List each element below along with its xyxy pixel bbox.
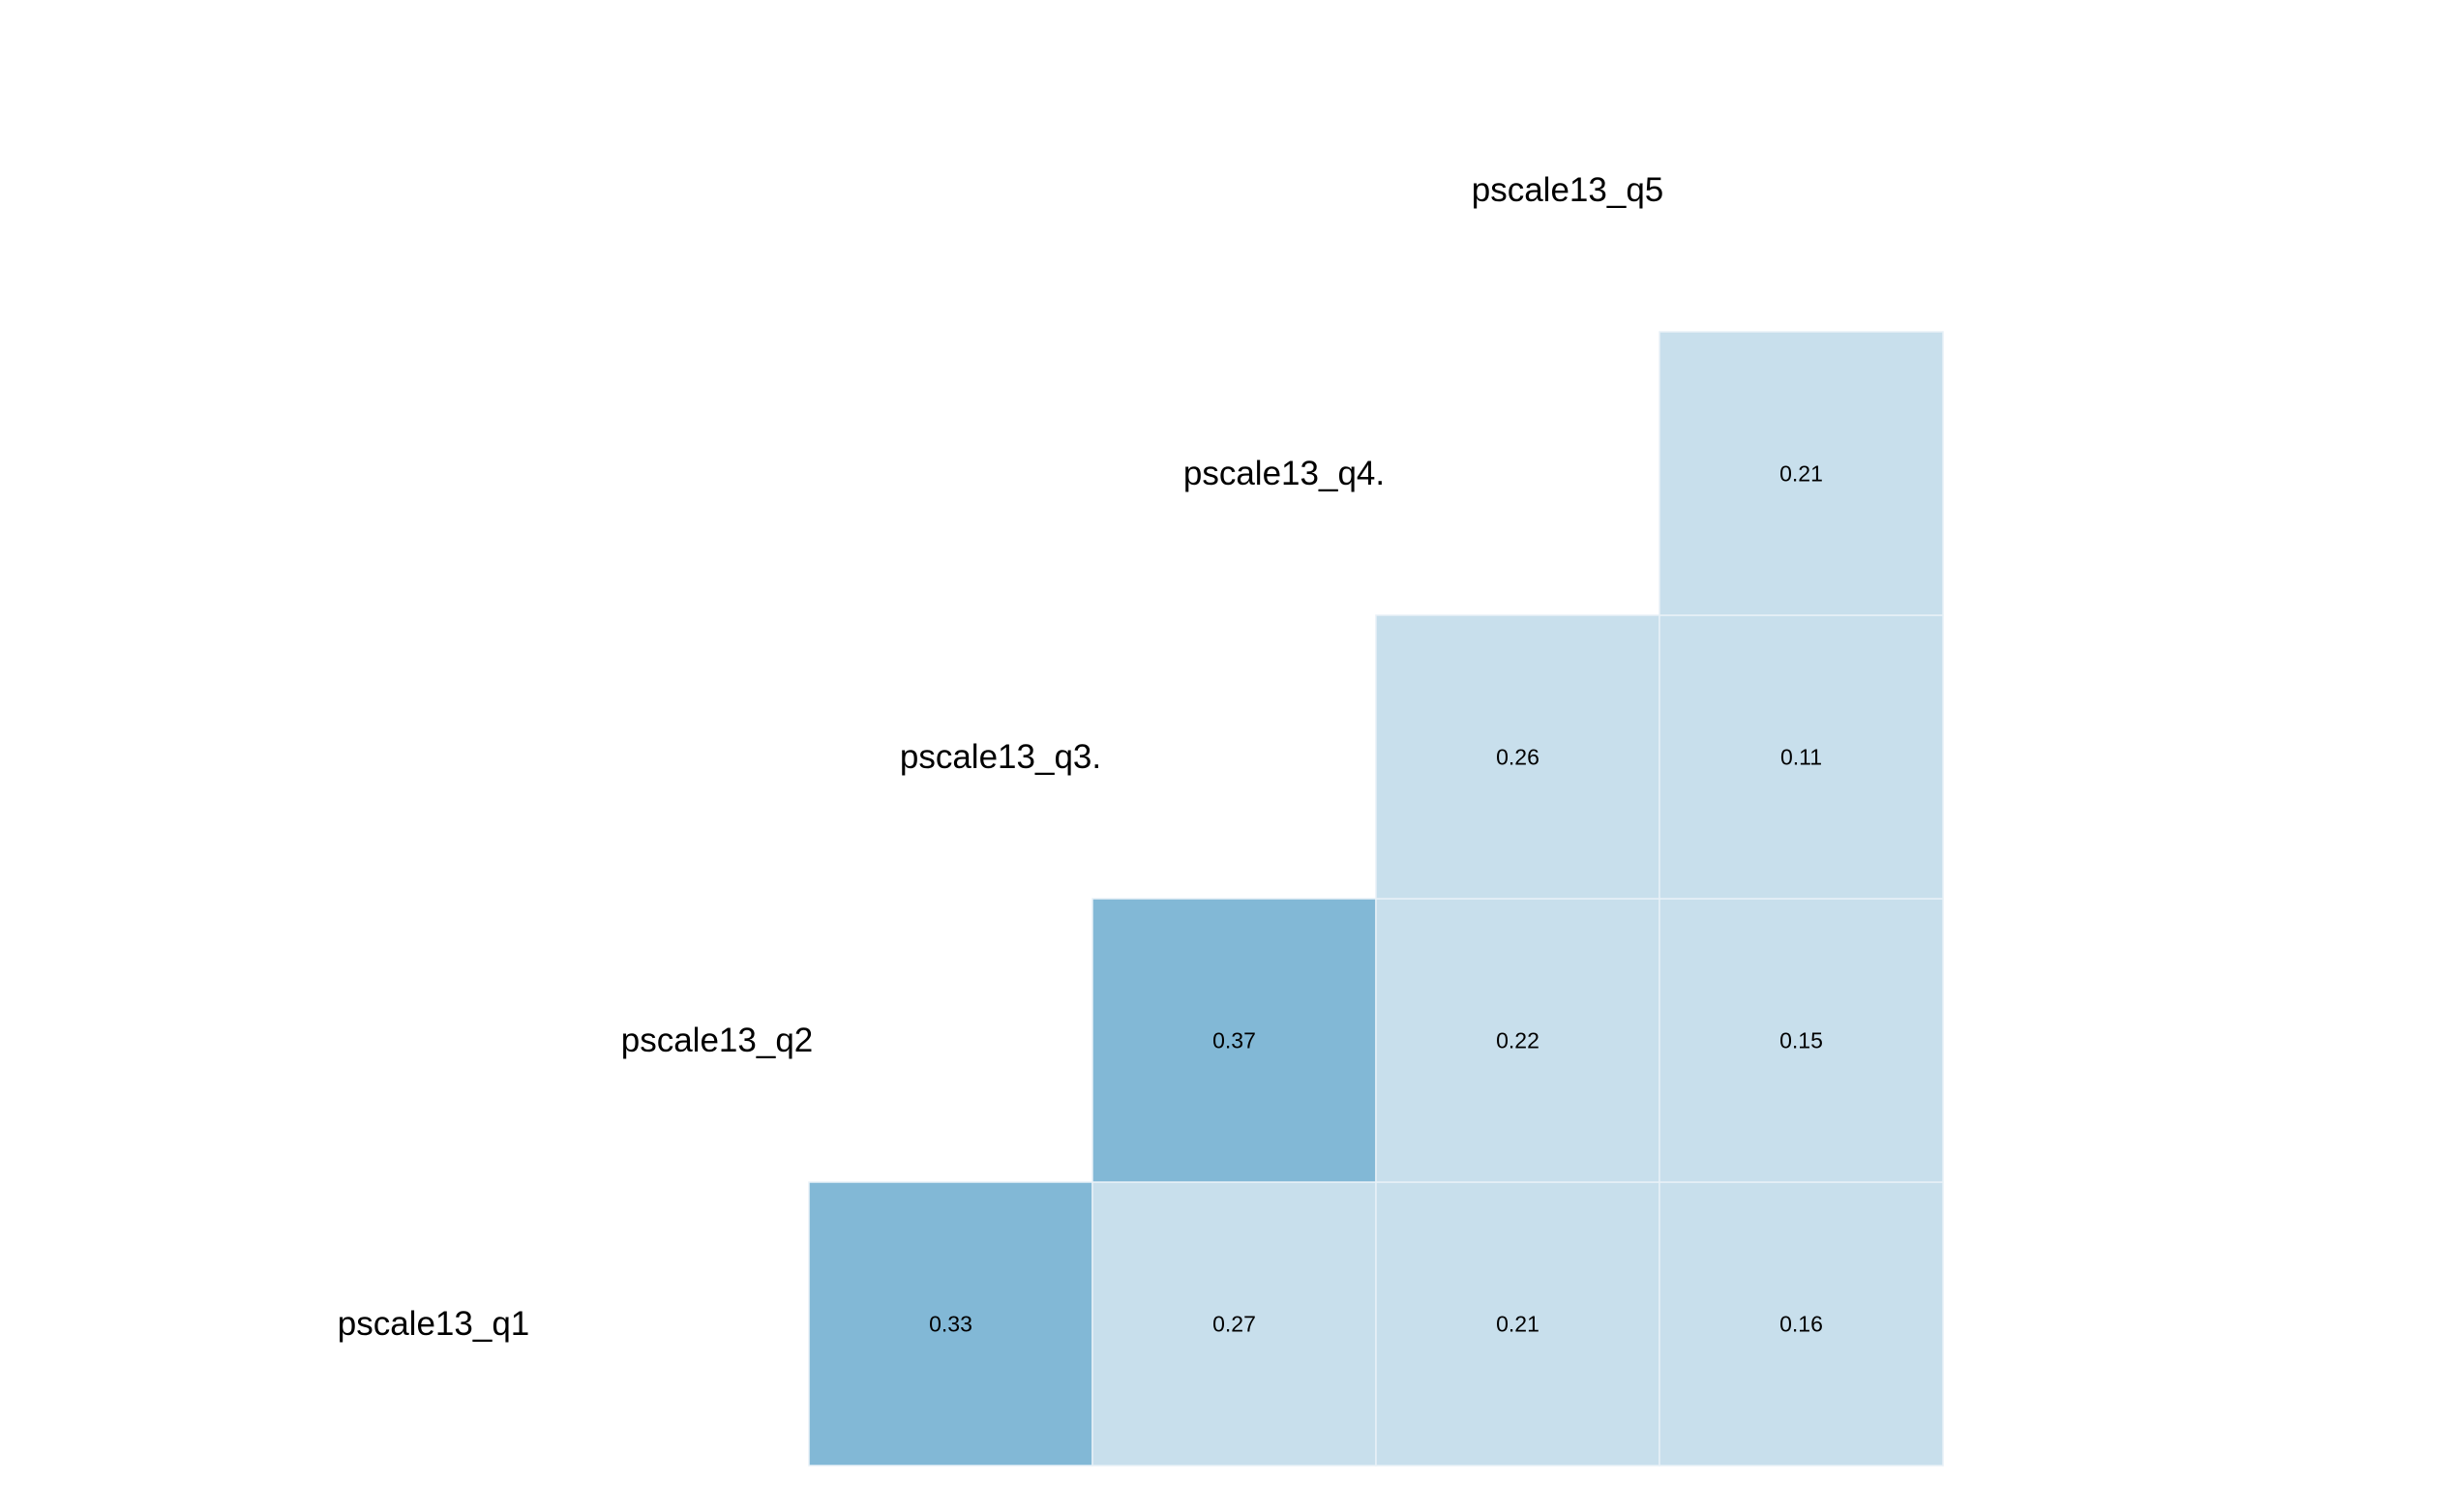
variable-label-pscale13-q3: pscale13_q3. — [900, 738, 1101, 776]
heatmap-cell-value: 0.16 — [1779, 1312, 1823, 1337]
heatmap-cell-value: 0.33 — [929, 1312, 972, 1337]
heatmap-cell-value: 0.15 — [1779, 1028, 1823, 1053]
heatmap-cell-pscale13-q3-pscale13-q4 — [1375, 614, 1660, 900]
heatmap-cell-value: 0.37 — [1212, 1028, 1256, 1053]
variable-label-pscale13-q2: pscale13_q2 — [621, 1022, 814, 1059]
heatmap-cell-pscale13-q2-pscale13-q5 — [1659, 898, 1944, 1183]
heatmap-cell-value: 0.21 — [1496, 1312, 1539, 1337]
heatmap-cell-value: 0.27 — [1212, 1312, 1256, 1337]
heatmap-cell-pscale13-q2-pscale13-q4 — [1375, 898, 1660, 1183]
heatmap-cell-pscale13-q1-pscale13-q2 — [808, 1181, 1093, 1467]
heatmap-cell-value: 0.11 — [1780, 745, 1822, 770]
heatmap-cell-pscale13-q4-pscale13-q5 — [1659, 331, 1944, 616]
heatmap-cell-pscale13-q1-pscale13-q5 — [1659, 1181, 1944, 1467]
heatmap-cell-value: 0.21 — [1779, 461, 1823, 487]
heatmap-cell-pscale13-q1-pscale13-q3 — [1091, 1181, 1377, 1467]
variable-label-pscale13-q5: pscale13_q5 — [1472, 171, 1664, 209]
variable-label-pscale13-q1: pscale13_q1 — [338, 1305, 530, 1343]
heatmap-cell-value: 0.22 — [1496, 1028, 1539, 1053]
variable-label-pscale13-q4: pscale13_q4. — [1183, 455, 1385, 492]
heatmap-cell-pscale13-q3-pscale13-q5 — [1659, 614, 1944, 900]
heatmap-cell-value: 0.26 — [1496, 745, 1539, 770]
heatmap-cell-pscale13-q2-pscale13-q3 — [1091, 898, 1377, 1183]
